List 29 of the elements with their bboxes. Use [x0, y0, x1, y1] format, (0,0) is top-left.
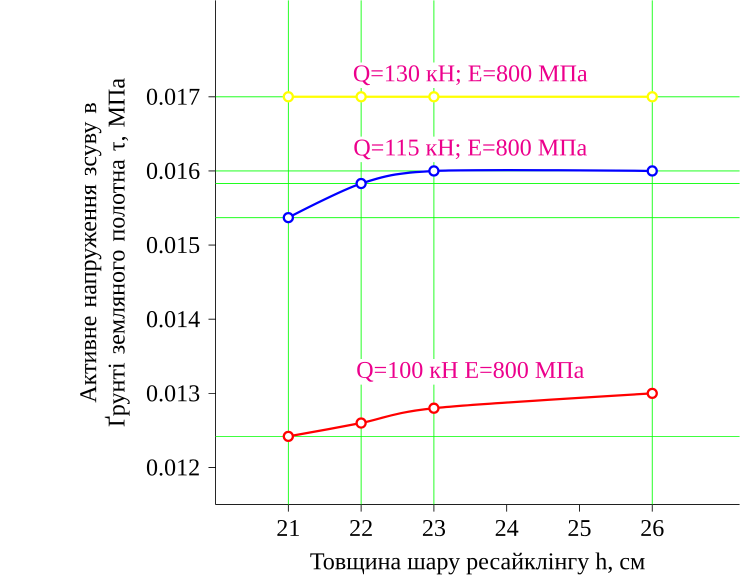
point	[355, 90, 367, 102]
x-tick-label: 22	[350, 520, 372, 536]
y-tick-label: 0.017	[146, 88, 200, 105]
x-tick-label: 24	[496, 520, 518, 536]
x-tick-label: 25	[568, 520, 591, 536]
point	[646, 90, 658, 102]
series-label: Q=100 кН E=800 МПа	[357, 362, 584, 382]
point	[646, 388, 658, 399]
point	[355, 417, 367, 429]
y-tick-label: 0.014	[146, 310, 200, 328]
point	[646, 165, 658, 176]
y-tick-label: 0.016	[146, 162, 200, 179]
x-axis-title: Товщина шару ресайклінгу h, см	[310, 552, 645, 574]
series-label: Q=130 кН; E=800 МПа	[354, 65, 588, 85]
series-label: Q=115 кН; E=800 МПа	[354, 139, 587, 160]
point	[355, 178, 367, 190]
point	[282, 90, 294, 102]
point	[282, 430, 294, 442]
point	[428, 402, 440, 414]
y-axis-title: Активне напруження зсуву в Ґрунті земляного полотна τ, МПа	[80, 78, 130, 426]
x-tick-label: 21	[277, 520, 299, 536]
point	[428, 90, 440, 102]
y-tick-label: 0.013	[146, 385, 200, 402]
y-tick-label: 0.015	[146, 236, 200, 254]
point	[428, 165, 440, 176]
x-tick-label: 23	[422, 520, 446, 536]
point	[282, 212, 294, 224]
y-tick-label: 0.012	[146, 459, 199, 476]
x-tick-label: 26	[641, 520, 664, 536]
